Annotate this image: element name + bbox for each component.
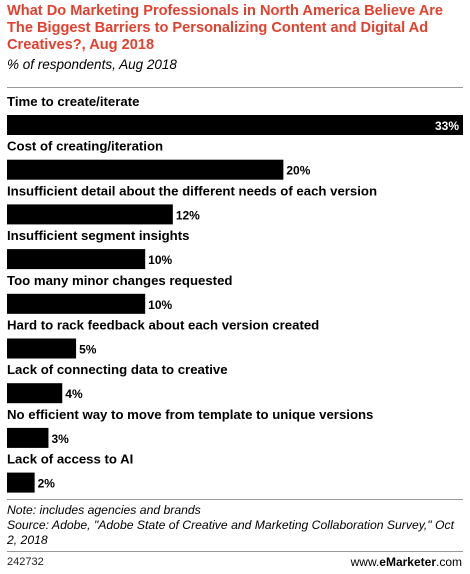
value-label: 10% xyxy=(148,253,172,267)
category-label: No efficient way to move from template t… xyxy=(7,407,373,422)
value-label: 33% xyxy=(435,119,459,133)
bottom-divider xyxy=(7,499,463,500)
bar xyxy=(7,338,77,359)
brand-suffix: .com xyxy=(435,555,462,569)
bar xyxy=(7,204,173,225)
category-label: Hard to rack feedback about each version… xyxy=(7,318,319,333)
bar-chart: Time to create/iterate 33% Cost of creatin… xyxy=(7,94,463,493)
footnote: Note: includes agencies and brands Sourc… xyxy=(7,503,462,548)
bar xyxy=(7,159,284,180)
chart-id: 242732 xyxy=(7,556,44,568)
value-label: 3% xyxy=(51,432,69,446)
bar xyxy=(7,249,146,270)
category-label: Insufficient detail about the different … xyxy=(7,183,377,198)
value-label: 10% xyxy=(148,298,172,312)
brand-prefix: www. xyxy=(350,555,380,569)
value-label: 2% xyxy=(38,477,56,491)
brand-name: eMarketer xyxy=(379,555,436,569)
category-label: Time to create/iterate xyxy=(7,94,139,109)
bar xyxy=(7,115,463,135)
top-divider xyxy=(7,87,463,88)
category-label: Lack of connecting data to creative xyxy=(7,362,228,377)
value-label: 20% xyxy=(286,164,310,178)
category-label: Lack of access to AI xyxy=(7,452,133,467)
category-label: Insufficient segment insights xyxy=(7,228,189,243)
value-label: 4% xyxy=(65,387,83,401)
value-label: 12% xyxy=(176,208,200,222)
chart-subtitle: % of respondents, Aug 2018 xyxy=(7,57,177,72)
brand-logo: www.eMarketer.com xyxy=(351,555,462,569)
note-text: Note: includes agencies and brands xyxy=(7,503,201,517)
value-label: 5% xyxy=(79,343,97,357)
chart-title: What Do Marketing Professionals in North… xyxy=(7,3,444,53)
bar xyxy=(7,383,63,404)
source-text: Source: Adobe, "Adobe State of Creative … xyxy=(7,518,454,547)
category-label: Too many minor changes requested xyxy=(7,273,232,288)
footer-divider xyxy=(7,551,463,552)
bar xyxy=(7,472,35,493)
bar xyxy=(7,427,49,448)
bar xyxy=(7,293,146,314)
category-label: Cost of creating/iteration xyxy=(7,139,163,154)
